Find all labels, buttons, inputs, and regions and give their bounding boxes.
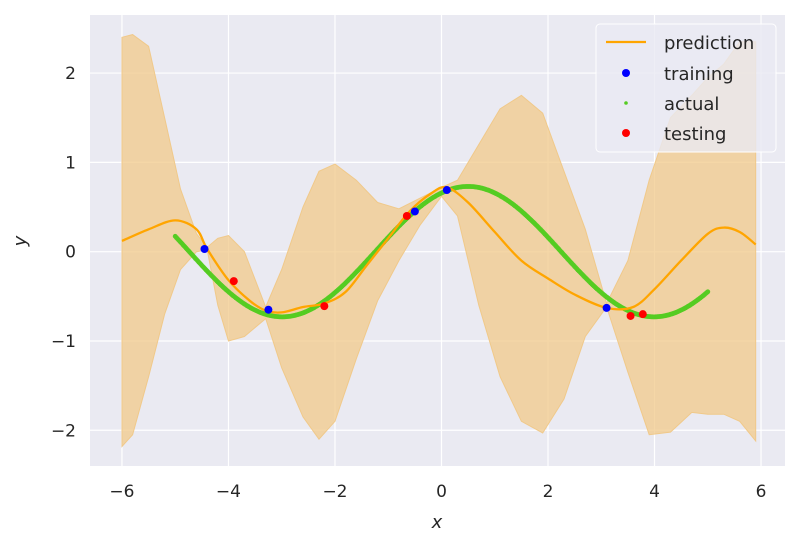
y-tick-label: −2 <box>51 421 76 441</box>
legend-testing-swatch <box>622 129 630 137</box>
y-tick-label: 2 <box>65 64 76 84</box>
x-tick-label: −2 <box>322 482 347 502</box>
legend: prediction training actual testing <box>595 23 777 153</box>
legend-prediction-label: prediction <box>664 33 754 54</box>
testing-point <box>229 277 238 286</box>
training-point <box>264 305 273 314</box>
legend-box <box>595 23 777 153</box>
testing-point <box>626 311 635 320</box>
uncertainty-band <box>121 34 757 448</box>
x-tick-label: 6 <box>756 482 767 502</box>
x-axis-label: x <box>431 512 443 533</box>
band-layer <box>121 34 757 448</box>
x-tick-label: −4 <box>216 482 241 502</box>
training-point <box>410 207 419 216</box>
y-tick-label: −1 <box>51 332 76 352</box>
tick-layer: −6 −4 −2 0 2 4 6 −2 −1 0 1 2 <box>51 64 767 502</box>
legend-actual-label: actual <box>664 94 719 115</box>
y-axis-label: y <box>10 235 31 247</box>
points-layer <box>200 186 647 320</box>
training-point <box>442 186 451 195</box>
legend-training-swatch <box>622 69 630 77</box>
training-point <box>602 303 611 312</box>
y-tick-label: 1 <box>65 153 76 173</box>
testing-point <box>402 211 411 220</box>
testing-point <box>320 302 329 311</box>
x-tick-label: −6 <box>109 482 134 502</box>
testing-point <box>638 310 647 319</box>
pred-layer <box>121 185 757 314</box>
legend-testing-label: testing <box>664 124 726 145</box>
legend-training-label: training <box>664 64 734 85</box>
training-point <box>200 244 209 253</box>
x-tick-label: 2 <box>543 482 554 502</box>
legend-actual-swatch <box>624 101 628 105</box>
y-tick-label: 0 <box>65 243 76 263</box>
actual-point <box>705 289 711 295</box>
actual-layer <box>172 184 711 320</box>
x-tick-label: 0 <box>436 482 447 502</box>
prediction-line <box>121 185 757 314</box>
x-tick-label: 4 <box>649 482 660 502</box>
